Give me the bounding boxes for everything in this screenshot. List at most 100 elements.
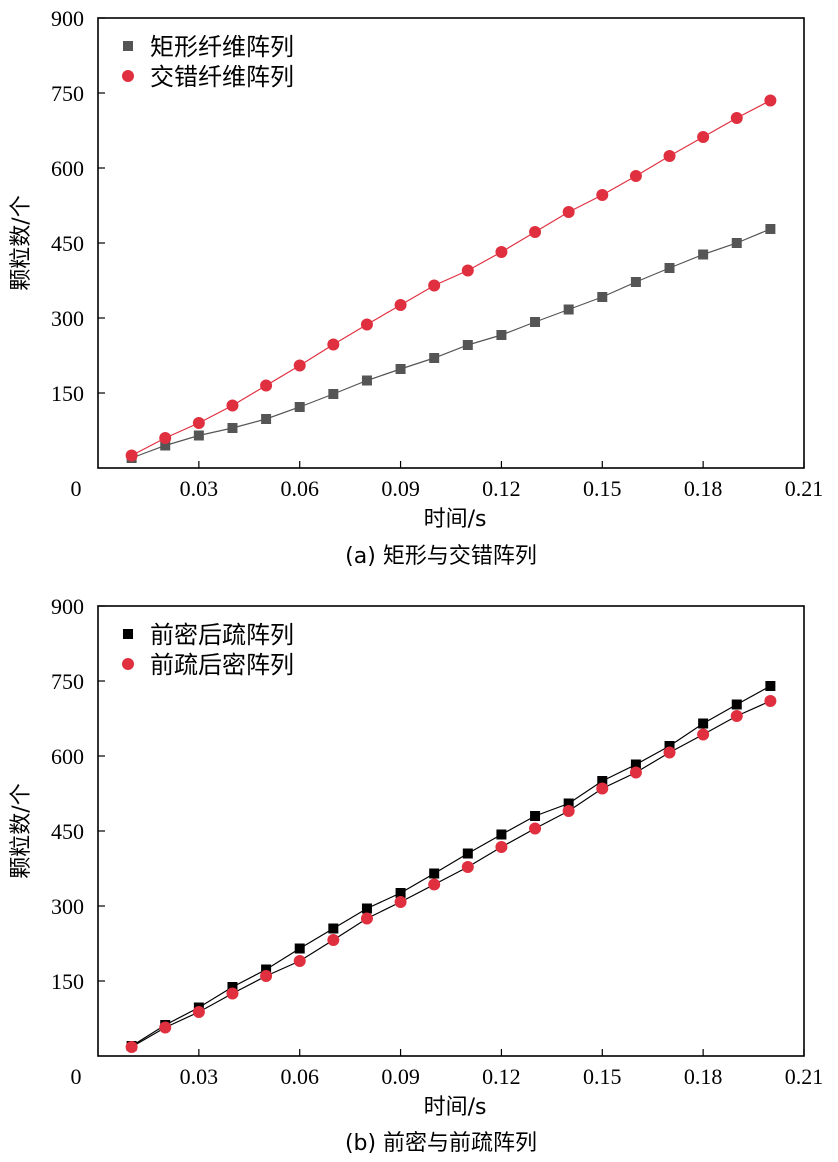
data-point-circle: [192, 1006, 205, 1018]
data-point-circle: [562, 805, 575, 817]
legend-marker-square: [123, 629, 133, 639]
data-point-circle: [428, 878, 441, 891]
y-tick-label: 750: [51, 81, 84, 106]
data-point-circle: [764, 94, 777, 107]
data-point-circle: [529, 226, 542, 238]
data-point-square: [496, 330, 507, 340]
data-point-circle: [293, 955, 306, 967]
data-point-square: [429, 353, 440, 363]
x-tick-label: 0.06: [280, 476, 319, 501]
data-point-circle: [226, 399, 239, 412]
figure-caption: (a) 矩形与交错阵列: [345, 544, 537, 569]
data-point-circle: [562, 206, 575, 218]
y-tick-label: 150: [51, 381, 84, 406]
x-tick-label: 0.12: [482, 476, 521, 501]
figure-caption: (b) 前密与前疏阵列: [345, 1131, 537, 1156]
data-point-square: [328, 389, 339, 399]
y-tick-label: 450: [51, 819, 84, 844]
legend-label: 前疏后密阵列: [150, 651, 294, 679]
data-point-circle: [360, 912, 373, 925]
data-point-circle: [629, 170, 642, 182]
data-point-square: [462, 340, 473, 350]
data-point-circle: [159, 432, 172, 444]
data-point-circle: [663, 150, 676, 162]
data-point-circle: [596, 782, 609, 795]
data-point-square: [429, 868, 440, 879]
x-tick-label: 0.09: [381, 1064, 420, 1089]
data-point-square: [227, 423, 238, 433]
chart-panel-b: 0 0.03 0.06 0.09 0.12 0.15 0.18 0.21 150 300 450 60…: [9, 594, 823, 1156]
y-tick-label: 300: [51, 894, 84, 919]
data-point-circle: [629, 766, 642, 779]
data-point-square: [395, 364, 406, 374]
data-point-square: [664, 741, 675, 751]
data-point-circle: [394, 299, 407, 311]
x-tick-label: 0.09: [381, 476, 420, 501]
x-tick-label: 0.12: [482, 1064, 521, 1089]
legend-label: 矩形纤维阵列: [150, 33, 294, 61]
x-tick-label: 0.03: [180, 1064, 219, 1089]
data-point-circle: [428, 279, 441, 292]
data-point-square: [294, 943, 305, 954]
data-point-circle: [495, 841, 508, 853]
data-point-circle: [260, 970, 273, 982]
data-point-square: [462, 848, 473, 859]
x-tick-label: 0: [71, 1064, 82, 1089]
y-axis-title: 颗粒数/个: [9, 195, 34, 290]
x-tick-label: 0.15: [583, 1064, 622, 1089]
data-point-square: [261, 414, 272, 424]
x-tick-label: 0.18: [684, 1064, 723, 1089]
y-tick-label: 900: [51, 6, 84, 31]
y-tick-label: 900: [51, 594, 84, 619]
data-point-square: [698, 249, 709, 260]
data-point-square: [361, 375, 372, 386]
legend-marker-square: [123, 41, 133, 51]
x-axis-title: 时间/s: [424, 1095, 487, 1120]
data-point-square: [698, 718, 709, 729]
y-tick-label: 750: [51, 669, 84, 694]
data-point-circle: [293, 359, 306, 372]
data-point-circle: [764, 695, 777, 707]
data-point-square: [563, 798, 574, 809]
x-tick-label: 0.06: [280, 1064, 319, 1089]
data-point-circle: [192, 417, 205, 429]
y-tick-label: 600: [51, 744, 84, 769]
data-point-square: [530, 811, 541, 821]
data-point-square: [630, 277, 641, 287]
y-tick-label: 300: [51, 306, 84, 331]
x-tick-label: 0.21: [785, 1064, 824, 1089]
x-tick-label: 0.15: [583, 476, 622, 501]
series-line: [131, 228, 771, 459]
data-point-square: [328, 923, 339, 934]
data-point-square: [597, 292, 608, 302]
data-point-circle: [495, 246, 508, 258]
x-tick-label: 0.18: [684, 476, 723, 501]
data-point-square: [731, 699, 742, 710]
data-point-square: [395, 888, 406, 898]
x-tick-label: 0.03: [180, 476, 219, 501]
legend-marker-circle: [122, 658, 134, 670]
chart-panel-a: 0 0.03 0.06 0.09 0.12 0.15 0.18 0.21 150 300 450 60…: [9, 6, 823, 569]
data-point-square: [597, 776, 608, 786]
data-point-circle: [394, 896, 407, 908]
data-point-circle: [260, 379, 273, 392]
data-point-circle: [596, 189, 609, 201]
data-point-square: [294, 402, 305, 412]
data-point-circle: [697, 131, 710, 143]
series-line: [131, 99, 771, 457]
data-point-circle: [226, 987, 239, 1000]
data-point-square: [496, 829, 507, 840]
data-point-circle: [529, 822, 542, 835]
data-point-square: [664, 263, 675, 273]
data-point-circle: [125, 1041, 138, 1053]
data-point-square: [563, 304, 574, 315]
series-line: [131, 685, 771, 1047]
data-point-square: [227, 982, 238, 992]
series-line: [131, 700, 771, 1048]
data-point-circle: [327, 934, 340, 946]
legend-label: 前密后疏阵列: [150, 621, 294, 649]
x-tick-label: 0.21: [785, 476, 824, 501]
data-point-circle: [461, 861, 474, 873]
data-point-square: [160, 440, 171, 451]
